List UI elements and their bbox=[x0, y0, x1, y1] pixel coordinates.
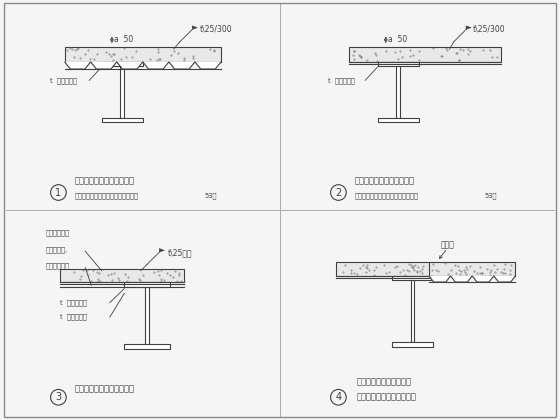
Text: t  厚钢板包边: t 厚钢板包边 bbox=[60, 314, 87, 320]
Text: t  厚钢板包边: t 厚钢板包边 bbox=[60, 299, 87, 306]
Text: 3: 3 bbox=[55, 392, 62, 402]
Polygon shape bbox=[116, 62, 143, 69]
Bar bbox=[337, 262, 433, 276]
Bar bbox=[60, 269, 184, 282]
Text: （不同悬挑长度与板厚的要求详见表: （不同悬挑长度与板厚的要求详见表 bbox=[355, 193, 419, 199]
Bar bbox=[349, 47, 501, 62]
Text: 和作用荷载,: 和作用荷载, bbox=[46, 246, 68, 253]
Text: t\25始距: t\25始距 bbox=[167, 249, 192, 258]
Bar bbox=[120, 66, 124, 118]
Text: 确定最大长度: 确定最大长度 bbox=[46, 262, 70, 269]
Polygon shape bbox=[169, 62, 195, 69]
Text: 梁垂直又有板肋与梁平行时: 梁垂直又有板肋与梁平行时 bbox=[357, 392, 417, 402]
Text: a  50: a 50 bbox=[388, 35, 407, 44]
Bar bbox=[377, 118, 419, 122]
Bar bbox=[392, 342, 433, 346]
Bar bbox=[392, 276, 433, 281]
Polygon shape bbox=[91, 62, 116, 69]
Text: 53）: 53） bbox=[204, 193, 217, 199]
Text: 1: 1 bbox=[55, 187, 62, 197]
Bar bbox=[102, 62, 143, 66]
Bar bbox=[124, 282, 170, 286]
Polygon shape bbox=[143, 62, 169, 69]
Polygon shape bbox=[195, 62, 221, 69]
Polygon shape bbox=[472, 276, 494, 282]
Polygon shape bbox=[451, 276, 472, 282]
Bar bbox=[145, 286, 149, 344]
Bar bbox=[429, 262, 515, 276]
Polygon shape bbox=[192, 26, 197, 29]
Bar bbox=[64, 47, 221, 62]
Text: 在同一根梁上既有板肋与: 在同一根梁上既有板肋与 bbox=[357, 377, 412, 386]
Text: 板肋与梁垂直且悬挑较短时: 板肋与梁垂直且悬挑较短时 bbox=[355, 176, 415, 185]
Bar bbox=[124, 344, 170, 349]
Text: 根套不同板型: 根套不同板型 bbox=[46, 230, 70, 236]
Text: 板肋与梁平行且悬挑较短时: 板肋与梁平行且悬挑较短时 bbox=[75, 176, 135, 185]
Text: 53）: 53） bbox=[484, 193, 497, 199]
Text: （不同悬挑长度与板厚的要求详见表: （不同悬挑长度与板厚的要求详见表 bbox=[75, 193, 139, 199]
Bar bbox=[102, 118, 143, 122]
Bar bbox=[410, 281, 414, 342]
Text: 2: 2 bbox=[335, 187, 342, 197]
Bar bbox=[377, 62, 419, 66]
Bar bbox=[396, 66, 400, 118]
Text: a  50: a 50 bbox=[114, 35, 133, 44]
Text: 箍头板: 箍头板 bbox=[441, 240, 454, 249]
Text: t\25/300: t\25/300 bbox=[473, 25, 506, 34]
Polygon shape bbox=[466, 26, 471, 29]
Text: t\25/300: t\25/300 bbox=[199, 25, 232, 34]
Polygon shape bbox=[64, 62, 91, 69]
Polygon shape bbox=[159, 249, 165, 252]
Text: t  厚钢板包边: t 厚钢板包边 bbox=[328, 77, 355, 84]
Text: 板肋与梁垂直且悬挑较长时: 板肋与梁垂直且悬挑较长时 bbox=[75, 384, 135, 393]
Polygon shape bbox=[494, 276, 515, 282]
Text: t  厚钢板包边: t 厚钢板包边 bbox=[50, 77, 77, 84]
Text: 4: 4 bbox=[335, 392, 342, 402]
Polygon shape bbox=[429, 276, 451, 282]
